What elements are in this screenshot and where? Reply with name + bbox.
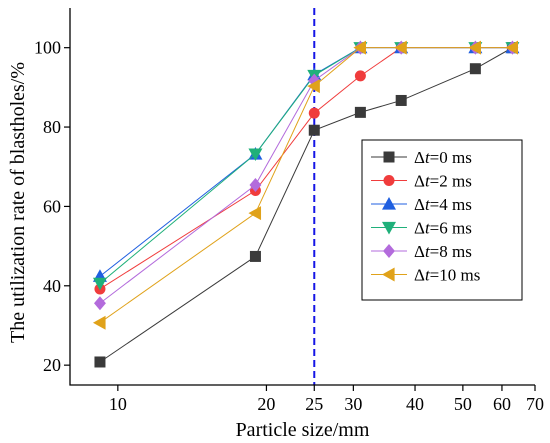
plot-area bbox=[92, 8, 520, 385]
x-tick-label: 20 bbox=[257, 394, 275, 414]
x-tick-label: 60 bbox=[493, 394, 511, 414]
legend-item: Δt=6 ms bbox=[371, 219, 472, 238]
legend-marker bbox=[382, 221, 396, 235]
data-point bbox=[92, 315, 106, 330]
data-point bbox=[469, 63, 481, 75]
data-point bbox=[354, 106, 366, 118]
x-tick-label: 50 bbox=[454, 394, 472, 414]
data-point bbox=[248, 206, 262, 221]
legend-label: Δt=2 ms bbox=[414, 172, 472, 191]
data-point bbox=[468, 40, 481, 55]
legend-item: Δt=2 ms bbox=[371, 172, 472, 191]
data-point bbox=[308, 124, 320, 136]
data-point bbox=[248, 148, 263, 162]
data-point bbox=[94, 356, 106, 368]
series-5 bbox=[92, 40, 519, 330]
legend-marker bbox=[383, 151, 395, 163]
data-point bbox=[353, 40, 366, 55]
data-point bbox=[94, 296, 106, 311]
x-tick-label: 70 bbox=[526, 394, 544, 414]
y-tick-label: 80 bbox=[43, 117, 61, 137]
legend-label: Δt=6 ms bbox=[414, 219, 472, 238]
data-point bbox=[308, 107, 320, 119]
legend-marker bbox=[382, 197, 396, 210]
legend-item: Δt=4 ms bbox=[371, 195, 472, 214]
x-tick-label: 10 bbox=[109, 394, 127, 414]
y-tick-label: 60 bbox=[43, 196, 61, 216]
y-tick-label: 40 bbox=[43, 276, 61, 296]
legend-label: Δt=0 ms bbox=[414, 148, 472, 167]
x-tick-label: 40 bbox=[406, 394, 424, 414]
data-point bbox=[307, 79, 320, 94]
data-point bbox=[354, 70, 366, 82]
axis-frame bbox=[69, 8, 535, 386]
legend-marker bbox=[382, 267, 395, 282]
legend-label: Δt=10 ms bbox=[414, 266, 480, 285]
legend-marker bbox=[383, 244, 395, 258]
axes: 10 20 25 30 40 50 60 70 20 40 60 80 100 bbox=[34, 8, 544, 414]
data-point bbox=[249, 177, 262, 192]
x-axis-title: Particle size/mm bbox=[236, 419, 370, 441]
legend: Δt=0 ms Δt=2 ms Δt=4 ms Δt=6 ms Δt=8 ms Δt=10… bbox=[361, 139, 523, 301]
data-point bbox=[395, 94, 407, 106]
x-tick-label: 25 bbox=[305, 394, 323, 414]
y-axis-title: The utilization rate of blastholes/% bbox=[7, 62, 29, 343]
y-tick-label: 100 bbox=[34, 38, 61, 58]
legend-label: Δt=8 ms bbox=[414, 242, 472, 261]
data-point bbox=[394, 40, 407, 55]
legend-item: Δt=8 ms bbox=[371, 242, 472, 261]
y-tick-label: 20 bbox=[43, 355, 61, 375]
data-point bbox=[92, 277, 107, 291]
data-point bbox=[505, 40, 519, 55]
legend-item: Δt=10 ms bbox=[371, 266, 480, 285]
legend-label: Δt=4 ms bbox=[414, 195, 472, 214]
data-point bbox=[249, 250, 261, 262]
legend-marker bbox=[383, 175, 395, 186]
legend-item: Δt=0 ms bbox=[371, 148, 472, 167]
x-tick-label: 30 bbox=[344, 394, 362, 414]
